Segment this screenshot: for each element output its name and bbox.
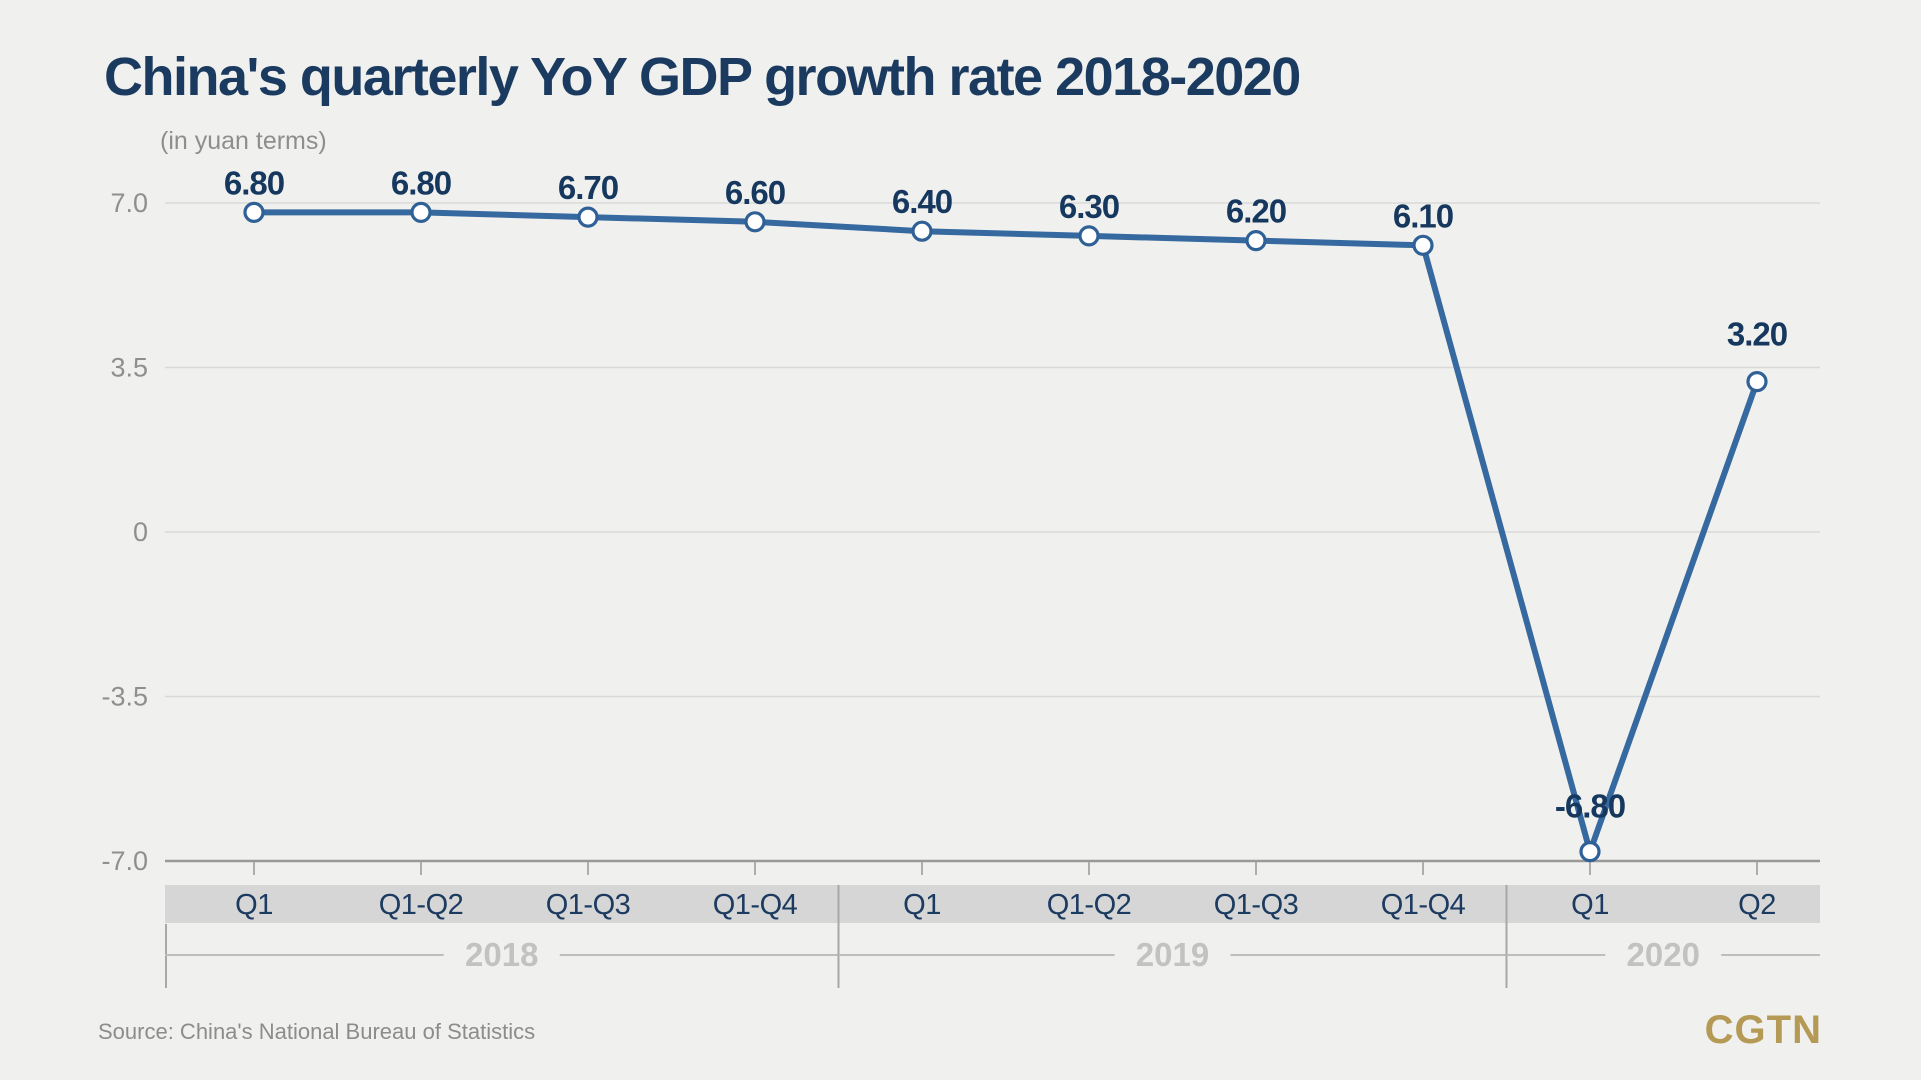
chart-subtitle: (in yuan terms) xyxy=(160,127,327,155)
data-point-label: 6.80 xyxy=(391,164,451,201)
data-point-label: 3.20 xyxy=(1727,316,1787,353)
x-axis-category-label: Q1-Q3 xyxy=(1214,889,1299,921)
data-point-marker xyxy=(911,220,933,242)
y-axis-tick-label: 7.0 xyxy=(110,188,148,218)
data-point-marker xyxy=(577,206,599,228)
year-label: 2019 xyxy=(1136,936,1209,973)
year-label: 2020 xyxy=(1627,936,1700,973)
data-point-label: 6.80 xyxy=(224,164,284,201)
data-point-marker xyxy=(1579,840,1601,863)
data-point-marker xyxy=(410,201,432,223)
data-point-marker xyxy=(1412,234,1434,256)
source-note: Source: China's National Bureau of Stati… xyxy=(98,1019,536,1044)
x-axis-category-label: Q1-Q4 xyxy=(713,889,798,921)
x-axis-category-label: Q2 xyxy=(1738,889,1776,921)
chart-title: China's quarterly YoY GDP growth rate 20… xyxy=(104,47,1301,107)
x-axis-category-label: Q1 xyxy=(903,889,941,921)
data-point-label: 6.30 xyxy=(1059,188,1119,225)
data-point-marker xyxy=(1078,225,1100,247)
data-point-label: 6.20 xyxy=(1226,193,1286,230)
year-label: 2018 xyxy=(465,936,538,973)
data-point-label: 6.40 xyxy=(892,183,952,220)
x-axis-category-label: Q1-Q2 xyxy=(379,889,464,921)
y-axis-tick-label: -7.0 xyxy=(101,846,148,876)
x-axis-category-label: Q1-Q2 xyxy=(1047,889,1132,921)
x-axis-category-label: Q1 xyxy=(1571,889,1609,921)
x-axis-category-label: Q1-Q4 xyxy=(1381,889,1466,921)
data-point-label: -6.80 xyxy=(1555,788,1625,825)
x-axis-band xyxy=(165,885,1820,923)
data-point-label: 6.10 xyxy=(1393,197,1453,234)
cgtn-logo: CGTN xyxy=(1704,1008,1822,1052)
data-point-marker xyxy=(744,211,766,233)
data-point-marker xyxy=(1245,230,1267,252)
data-point-label: 6.60 xyxy=(725,174,785,211)
x-axis-category-label: Q1 xyxy=(235,889,273,921)
y-axis-tick-label: -3.5 xyxy=(101,682,148,712)
data-point-marker xyxy=(1746,371,1768,393)
x-axis-category-label: Q1-Q3 xyxy=(546,889,631,921)
data-point-marker xyxy=(243,201,265,223)
y-axis-tick-label: 3.5 xyxy=(110,353,148,383)
y-axis-tick-label: 0 xyxy=(133,517,148,547)
data-line xyxy=(254,209,1760,862)
data-point-label: 6.70 xyxy=(558,169,618,206)
